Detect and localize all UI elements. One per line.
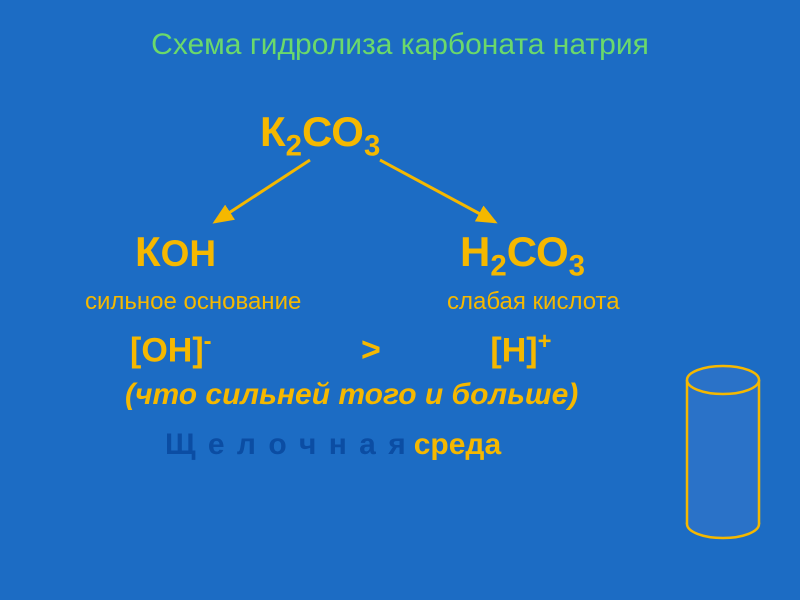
formula-sub2: 3 — [364, 129, 380, 162]
desc-left-text: сильное основание — [85, 288, 301, 315]
medium-word: среда — [414, 428, 501, 461]
title-text: Схема гидролиза карбоната натрия — [151, 28, 649, 61]
branch-left-k: К — [135, 228, 161, 275]
cylinder-top — [687, 366, 759, 394]
formula-co: СО — [302, 108, 364, 155]
formula-sub1: 2 — [286, 129, 302, 162]
formula-k: К — [260, 108, 286, 155]
description-left: сильное основание — [85, 288, 301, 316]
ion-right-text: Н — [502, 331, 527, 369]
slide-container: Схема гидролиза карбоната натрия К2СО3 К… — [0, 0, 800, 600]
slide-title: Схема гидролиза карбоната натрия — [0, 28, 800, 62]
main-formula: К2СО3 — [260, 108, 380, 163]
desc-right-text: слабая кислота — [447, 288, 620, 315]
branch-right-h: Н — [460, 228, 490, 275]
ion-right-open: [ — [490, 331, 501, 369]
medium-line: Щ е л о ч н а ясреда — [165, 428, 501, 462]
medium-spaced: Щ е л о ч н а я — [165, 428, 408, 461]
ion-gt: > — [361, 331, 381, 370]
ion-row: [ОН]- > [Н]+ — [130, 328, 630, 370]
branch-right-co: СО — [507, 228, 569, 275]
arrow-left — [215, 160, 310, 222]
cylinder-body — [687, 380, 759, 524]
ion-left: [ОН]- — [130, 328, 212, 370]
ion-left-close: ] — [192, 331, 203, 369]
branch-left: КОН — [135, 228, 216, 276]
branch-right: Н2СО3 — [460, 228, 585, 283]
description-right: слабая кислота — [447, 288, 620, 316]
cylinder-icon — [684, 364, 762, 542]
branch-right-sub1: 2 — [490, 249, 506, 282]
ion-left-text: ОН — [141, 331, 192, 369]
branch-right-sub2: 3 — [569, 249, 585, 282]
ion-left-sup: - — [204, 328, 212, 355]
ion-left-open: [ — [130, 331, 141, 369]
stronger-text: (что сильней того и больше) — [125, 378, 578, 411]
ion-right-close: ] — [526, 331, 537, 369]
stronger-note: (что сильней того и больше) — [125, 378, 578, 412]
ion-right-sup: + — [538, 328, 552, 355]
arrow-right — [380, 160, 495, 222]
branch-left-oh: ОН — [161, 233, 216, 274]
ion-right: [Н]+ — [490, 328, 551, 370]
